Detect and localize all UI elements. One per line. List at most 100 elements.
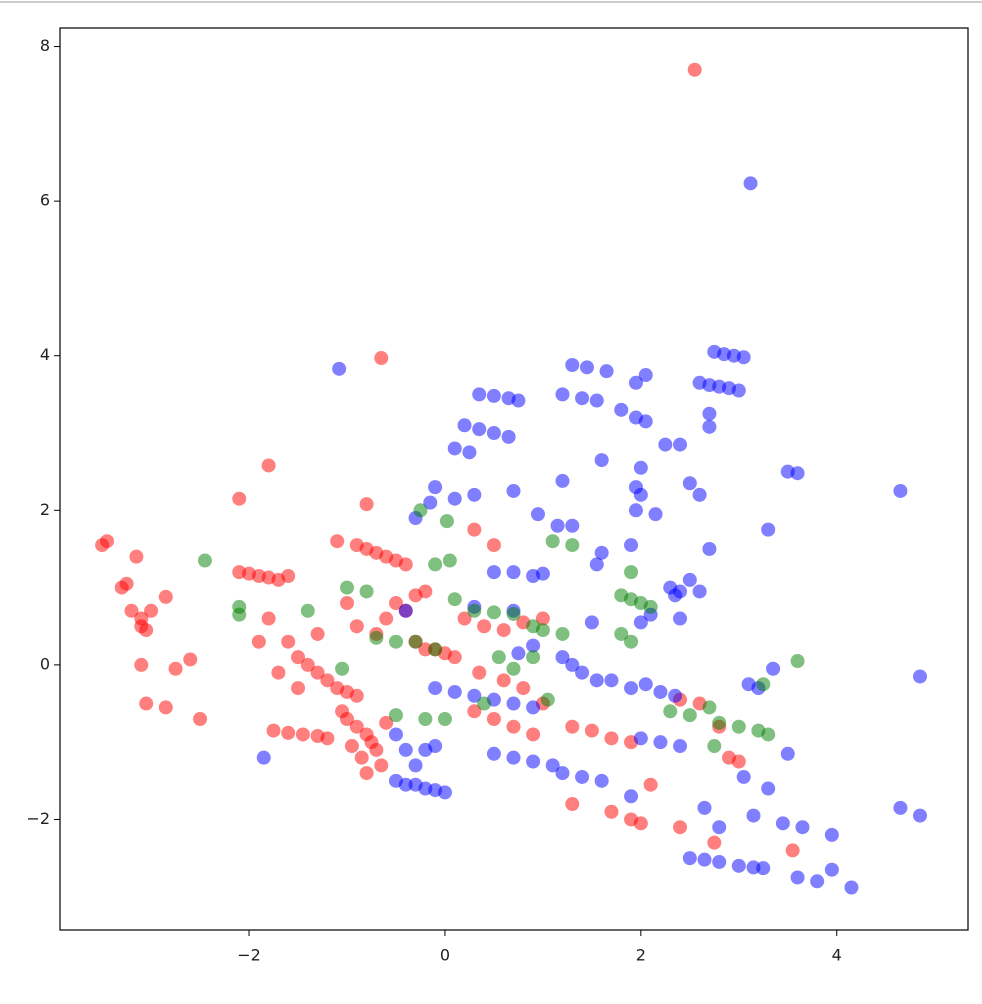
point: [506, 565, 521, 580]
y-tick-label: 2: [40, 500, 50, 519]
point: [339, 596, 354, 611]
point: [511, 393, 526, 408]
point: [555, 473, 570, 488]
point: [418, 642, 433, 657]
point: [555, 387, 570, 402]
point: [439, 514, 454, 529]
point: [457, 418, 472, 433]
point: [457, 611, 472, 626]
point: [526, 700, 541, 715]
point: [545, 534, 560, 549]
point: [300, 603, 315, 618]
point: [335, 704, 350, 719]
point: [530, 507, 545, 522]
point: [668, 688, 683, 703]
point: [702, 541, 717, 556]
point: [604, 673, 619, 688]
point: [736, 350, 751, 365]
point: [124, 603, 139, 618]
point: [183, 652, 198, 667]
point: [638, 414, 653, 429]
point: [790, 466, 805, 481]
point: [428, 642, 443, 657]
point: [408, 758, 423, 773]
point: [707, 739, 722, 754]
point: [374, 351, 389, 366]
point: [614, 626, 629, 641]
point: [565, 538, 580, 553]
point: [624, 634, 639, 649]
point: [692, 584, 707, 599]
point: [628, 503, 643, 518]
point: [702, 406, 717, 421]
point: [379, 715, 394, 730]
point: [756, 677, 771, 692]
point: [692, 487, 707, 502]
point: [295, 727, 310, 742]
point: [472, 665, 487, 680]
point: [423, 495, 438, 510]
point: [707, 835, 722, 850]
point: [668, 588, 683, 603]
point: [428, 557, 443, 572]
point: [447, 491, 462, 506]
point: [702, 419, 717, 434]
point: [349, 688, 364, 703]
point: [447, 441, 462, 456]
point: [673, 437, 688, 452]
point: [555, 650, 570, 665]
point: [653, 684, 668, 699]
point: [643, 777, 658, 792]
point: [467, 603, 482, 618]
point: [775, 816, 790, 831]
y-tick-label: 4: [40, 345, 50, 364]
point: [447, 650, 462, 665]
point: [134, 657, 149, 672]
point: [584, 723, 599, 738]
point: [790, 654, 805, 669]
axes-frame: [59, 27, 969, 931]
point: [496, 673, 511, 688]
point: [335, 661, 350, 676]
point: [413, 503, 428, 518]
point: [388, 596, 403, 611]
point: [168, 661, 183, 676]
point: [766, 661, 781, 676]
point: [320, 673, 335, 688]
point: [712, 715, 727, 730]
point: [785, 843, 800, 858]
point: [354, 750, 369, 765]
point: [624, 538, 639, 553]
point: [643, 599, 658, 614]
point: [550, 518, 565, 533]
point: [731, 383, 746, 398]
point: [388, 727, 403, 742]
point: [506, 750, 521, 765]
point: [418, 711, 433, 726]
point: [575, 769, 590, 784]
point: [398, 742, 413, 757]
point: [913, 669, 928, 684]
point: [653, 735, 668, 750]
point: [731, 754, 746, 769]
point: [575, 391, 590, 406]
point: [824, 862, 839, 877]
point: [624, 681, 639, 696]
point: [310, 626, 325, 641]
point: [673, 739, 688, 754]
point: [486, 538, 501, 553]
point: [320, 731, 335, 746]
point: [682, 476, 697, 491]
point: [369, 742, 384, 757]
point: [374, 758, 389, 773]
point: [359, 584, 374, 599]
point: [486, 565, 501, 580]
point: [731, 719, 746, 734]
point: [486, 388, 501, 403]
point: [129, 549, 144, 564]
point: [535, 623, 550, 638]
point: [673, 611, 688, 626]
point: [555, 766, 570, 781]
point: [893, 483, 908, 498]
point: [633, 460, 648, 475]
